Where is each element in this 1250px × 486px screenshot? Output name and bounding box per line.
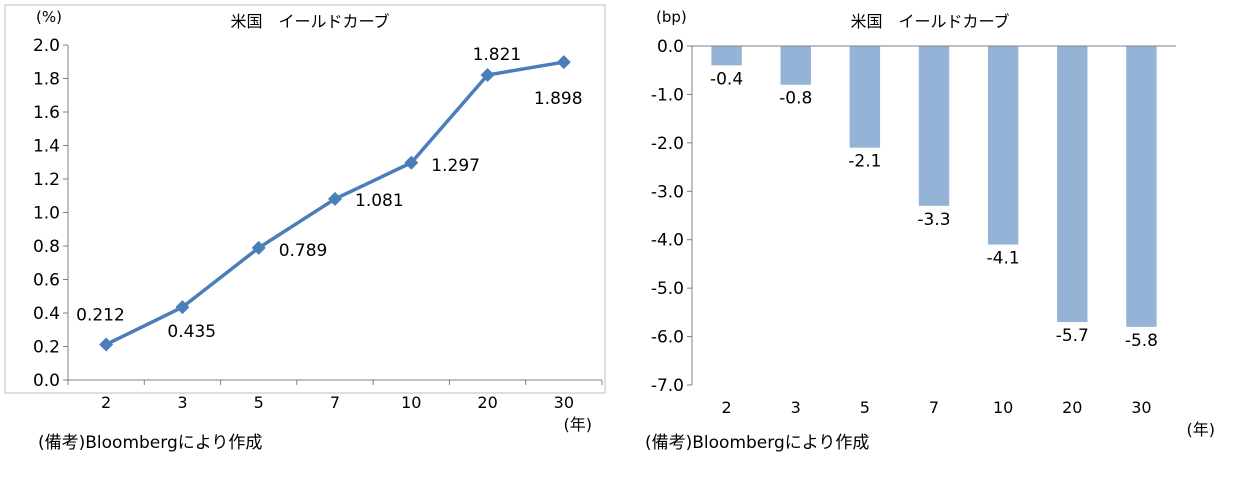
x-tick-label: 20: [477, 393, 497, 412]
bar-chart-y-unit: (bp): [656, 8, 687, 26]
y-tick-label: 0.0: [33, 371, 60, 391]
x-tick-label: 3: [177, 393, 187, 412]
bar: [780, 46, 811, 85]
data-label: -0.4: [710, 69, 743, 89]
y-tick-label: 0.0: [657, 37, 684, 57]
x-tick-label: 7: [330, 393, 340, 412]
line-chart-x-unit: (年): [564, 415, 593, 434]
bar: [987, 46, 1019, 245]
y-tick-label: 0.4: [33, 304, 60, 324]
bar: [1126, 46, 1157, 327]
line-chart-y-unit: (%): [36, 8, 62, 26]
y-tick-label: -7.0: [651, 376, 684, 396]
bar: [918, 46, 950, 206]
x-tick-label: 3: [791, 398, 801, 417]
y-tick-label: -2.0: [651, 134, 684, 154]
data-point-marker: [99, 337, 114, 352]
data-label: -5.7: [1056, 326, 1089, 346]
data-label: 1.081: [355, 191, 404, 211]
x-tick-label: 2: [721, 398, 731, 417]
data-label: -2.1: [848, 152, 881, 172]
x-tick-label: 7: [929, 398, 939, 417]
y-tick-label: 2.0: [33, 36, 60, 56]
data-label: -4.1: [987, 249, 1020, 269]
x-tick-label: 30: [1131, 398, 1151, 417]
y-tick-label: 1.4: [33, 137, 60, 157]
data-label: 1.821: [473, 45, 522, 65]
data-label: 0.789: [279, 241, 328, 261]
data-point-marker: [328, 191, 342, 206]
y-tick-label: 1.6: [33, 103, 60, 123]
data-point-marker: [480, 67, 495, 82]
y-tick-label: 1.2: [33, 170, 60, 190]
x-tick-label: 20: [1062, 398, 1082, 417]
y-tick-label: 1.0: [33, 204, 60, 224]
line-chart-source-note: (備考)Bloombergにより作成: [38, 433, 263, 453]
data-point-marker: [404, 155, 419, 170]
y-tick-label: -6.0: [651, 328, 684, 348]
x-tick-label: 10: [993, 398, 1013, 417]
y-tick-label: 0.2: [33, 338, 60, 358]
y-tick-label: -3.0: [651, 182, 684, 202]
data-label: 0.212: [76, 305, 125, 325]
bar-chart-x-unit: (年): [1187, 420, 1216, 439]
x-tick-label: 10: [401, 393, 421, 412]
data-label: 0.435: [167, 322, 216, 342]
bar: [849, 46, 881, 148]
bar-chart-source-note: (備考)Bloombergにより作成: [645, 433, 870, 453]
line-chart-panel: 米国 イールドカーブ (%) (年) 0.0 0.2 0.4 0.6 0.8 1.0 1.2…: [0, 0, 620, 482]
line-chart-frame: [4, 4, 606, 394]
y-tick-label: 1.8: [33, 70, 60, 90]
bar: [1057, 46, 1088, 323]
line-chart-title: 米国 イールドカーブ: [230, 12, 389, 31]
data-point-marker: [251, 240, 266, 255]
y-tick-label: -1.0: [651, 85, 684, 105]
x-tick-label: 5: [254, 393, 264, 412]
y-tick-label: -4.0: [651, 231, 684, 251]
y-tick-label: 0.6: [33, 271, 60, 291]
data-point-marker: [556, 55, 571, 70]
x-tick-label: 5: [860, 398, 870, 417]
bar: [711, 46, 742, 66]
data-label: -5.8: [1125, 331, 1158, 351]
yield-curve-line-chart: 米国 イールドカーブ (%) (年) 0.0 0.2 0.4 0.6 0.8 1.0 1.2…: [4, 4, 606, 434]
data-label: -3.3: [917, 210, 950, 230]
bar-chart-panel: 米国 イールドカーブ (bp) (年) 0.0 -1.0 -2.0 -3.0 -4.0 -…: [625, 0, 1250, 482]
data-label: 1.297: [431, 156, 480, 176]
y-tick-label: -5.0: [651, 279, 684, 299]
data-label: 1.898: [534, 89, 583, 109]
data-label: -0.8: [779, 89, 812, 109]
x-tick-label: 30: [554, 393, 574, 412]
y-tick-label: 0.8: [33, 237, 60, 257]
data-point-marker: [175, 300, 190, 315]
bar-chart-title: 米国 イールドカーブ: [850, 12, 1009, 31]
x-tick-label: 2: [101, 393, 111, 412]
yield-change-bar-chart: 米国 イールドカーブ (bp) (年) 0.0 -1.0 -2.0 -3.0 -4.0 -…: [651, 8, 1216, 439]
